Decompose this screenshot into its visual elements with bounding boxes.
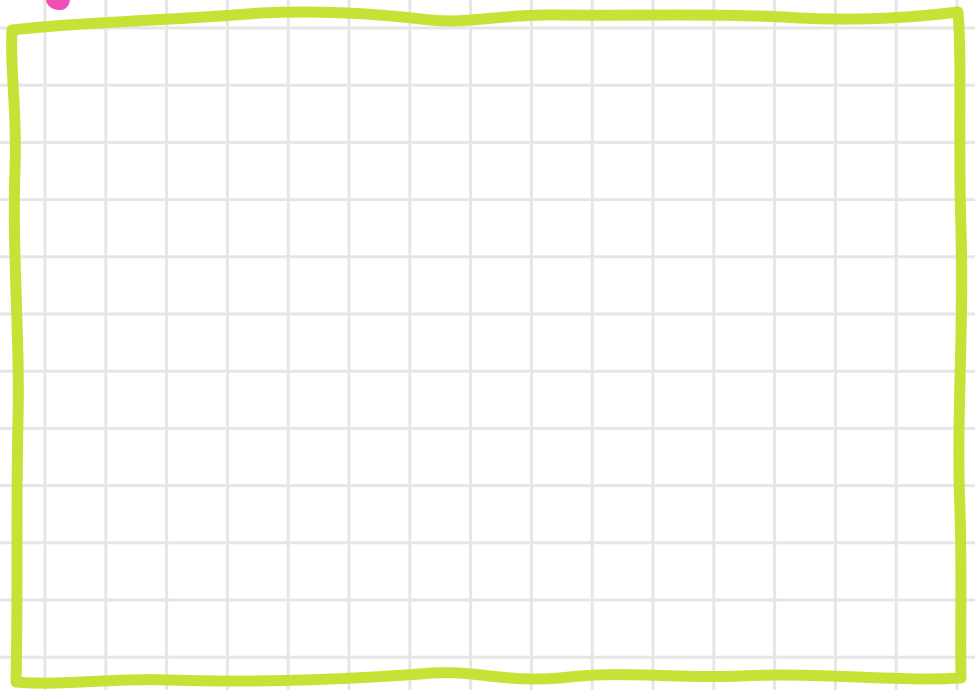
pink-shape-icon: [46, 0, 70, 10]
